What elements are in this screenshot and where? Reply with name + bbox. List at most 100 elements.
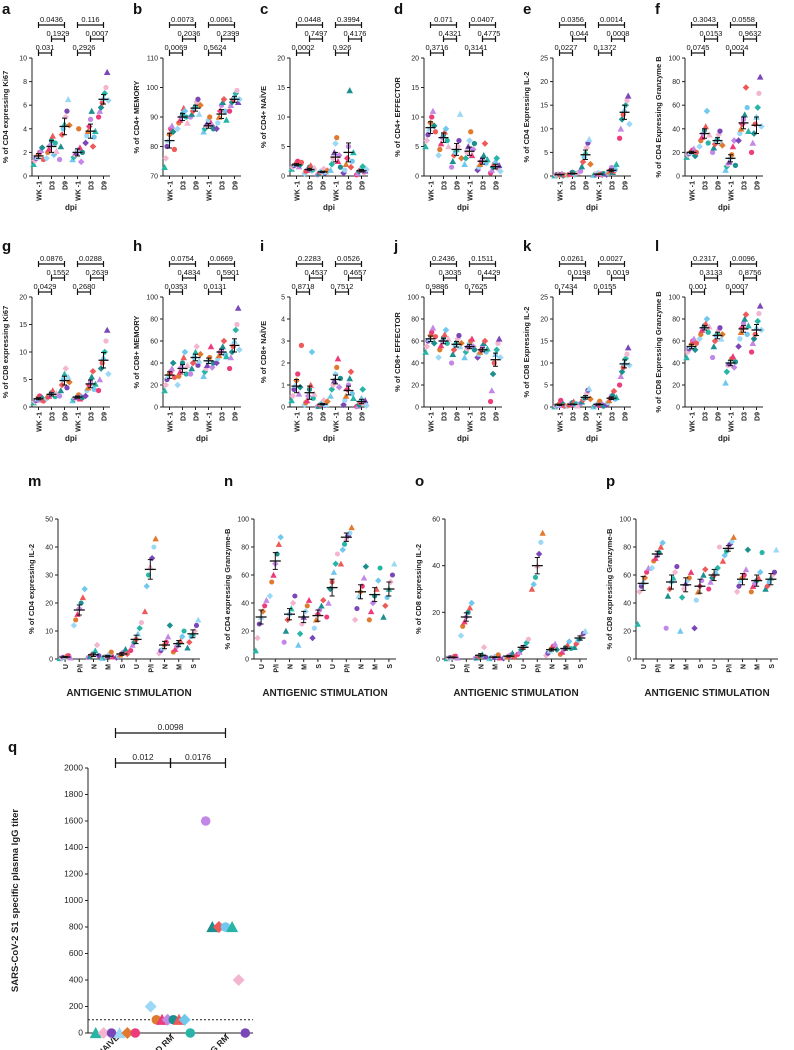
y-tick-label: 5: [415, 144, 419, 151]
data-point: [342, 167, 348, 173]
data-point: [644, 569, 650, 575]
data-point: [213, 125, 220, 133]
data-point: [89, 367, 97, 375]
data-point: [437, 146, 443, 153]
data-point: [96, 653, 102, 659]
y-tick-label: 100: [407, 295, 419, 302]
data-point: [148, 555, 156, 562]
data-point: [324, 614, 330, 620]
data-point: [435, 152, 442, 159]
x-tick-label: WK -1: [168, 412, 175, 432]
y-tick-label: 2: [281, 361, 285, 368]
y-tick-label: 1200: [64, 869, 83, 879]
data-point: [49, 387, 57, 394]
data-point: [295, 371, 301, 377]
panel-l: l 0 20 40 60 80 100 % of CD8 Expressing Granzym…: [654, 238, 765, 443]
data-point: [696, 143, 703, 150]
data-point: [380, 613, 387, 620]
data-point: [729, 143, 737, 150]
data-point: [423, 137, 431, 144]
y-tick-label: 70: [150, 174, 158, 181]
data-point: [337, 560, 345, 567]
data-point: [81, 585, 88, 593]
y-tick-label: 8: [23, 79, 27, 86]
data-point: [342, 392, 350, 399]
data-point: [613, 160, 620, 168]
data-point: [754, 317, 762, 325]
pvalue-label: 0.0261: [561, 254, 584, 263]
x-tick-label: D3: [703, 181, 710, 190]
data-point: [389, 572, 396, 578]
y-tick-label: 10: [45, 629, 53, 636]
data-point: [422, 143, 429, 150]
y-tick-label: 0: [544, 405, 548, 412]
y-tick-label: 2000: [64, 763, 83, 773]
data-point: [282, 627, 290, 634]
y-tick-label: 60: [623, 573, 631, 580]
data-point: [344, 532, 352, 539]
y-axis-label: % of CD4 Expressing Granzyme B: [654, 56, 663, 178]
data-point: [66, 378, 73, 386]
data-point: [756, 310, 762, 317]
data-point: [330, 569, 338, 575]
data-point: [730, 534, 737, 540]
data-point: [181, 628, 187, 634]
panel-k: k 0 5 10 15 20 25 % of CD8 Expressing IL-2 WK -1…: [522, 238, 633, 443]
y-tick-label: 80: [241, 545, 249, 552]
data-point: [330, 377, 338, 384]
data-point: [616, 382, 623, 388]
x-tick-label: D9: [716, 412, 723, 421]
x-tick-label: D3: [347, 181, 354, 190]
y-tick-label: 20: [672, 150, 680, 157]
x-axis-label: ANTIGENIC STIMULATION: [453, 688, 578, 699]
data-point: [113, 1027, 126, 1039]
data-point: [207, 354, 213, 361]
data-point: [749, 339, 757, 347]
data-point: [456, 110, 464, 117]
x-tick-label: D3: [220, 412, 227, 421]
x-tick-label: D3: [220, 181, 227, 190]
data-point: [449, 350, 457, 358]
data-point: [583, 390, 591, 398]
data-point: [340, 401, 347, 409]
y-tick-label: 60: [411, 339, 419, 346]
data-point: [219, 98, 227, 106]
x-tick-label: M: [106, 664, 113, 670]
y-tick-label: 40: [432, 563, 440, 570]
x-axis-label: dpi: [457, 434, 469, 443]
data-point: [585, 385, 593, 392]
pvalue-label: 0.0008: [607, 29, 630, 38]
data-point: [152, 535, 159, 542]
y-axis-label: % of CD8 expressing Ki67: [1, 306, 10, 399]
data-point: [227, 354, 235, 361]
y-tick-label: 60: [150, 339, 158, 346]
pvalue-label: 0.1929: [47, 29, 70, 38]
y-tick-label: 20: [672, 383, 680, 390]
data-point: [350, 394, 357, 402]
data-point: [468, 129, 474, 135]
y-tick-label: 10: [19, 56, 27, 63]
data-point: [617, 125, 625, 132]
data-point: [269, 579, 275, 585]
data-point: [726, 541, 734, 548]
data-point: [195, 357, 203, 364]
pvalue-label: 0.0669: [210, 254, 233, 263]
x-tick-label: D3: [89, 412, 96, 421]
data-point: [213, 359, 220, 367]
data-point: [748, 349, 755, 355]
data-point: [429, 329, 435, 335]
pvalue-label: 0.3133: [700, 268, 723, 277]
data-point: [320, 397, 328, 404]
data-point: [220, 96, 228, 103]
x-tick-label: D9: [494, 181, 501, 190]
data-point: [45, 145, 53, 152]
pvalue-label: 0.044: [570, 29, 589, 38]
data-point: [343, 155, 351, 162]
pvalue-label: 0.071: [434, 15, 453, 24]
x-tick-label: WK -1: [468, 181, 475, 201]
data-point: [342, 160, 350, 168]
y-tick-label: 15: [540, 339, 548, 346]
data-point: [618, 368, 626, 376]
data-point: [236, 346, 243, 354]
x-tick-label: WK -1: [295, 181, 302, 201]
